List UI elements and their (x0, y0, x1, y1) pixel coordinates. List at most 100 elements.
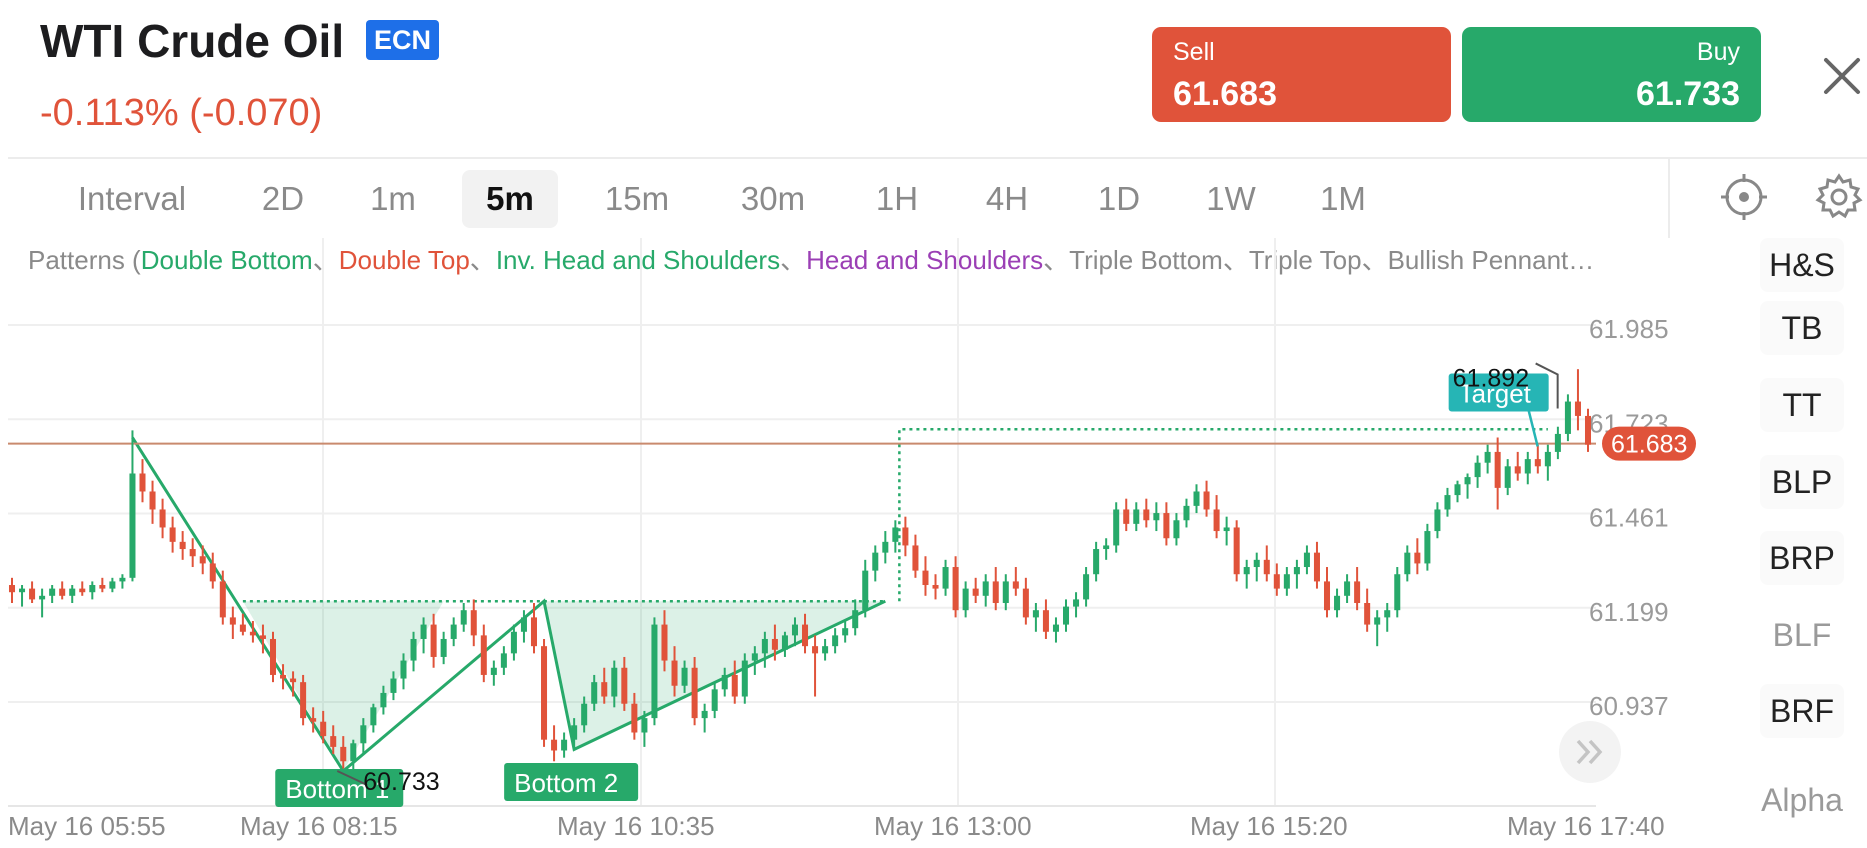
candle (571, 718, 578, 751)
candle (510, 624, 517, 661)
candle (561, 732, 568, 758)
interval-tab-1m[interactable]: 1m (370, 180, 416, 217)
double-bottom-fill-left (242, 601, 444, 771)
candle (1504, 459, 1511, 496)
pattern-legend-item[interactable]: Triple Bottom (1069, 245, 1223, 275)
candle-body (290, 678, 297, 683)
candle-body (761, 638, 768, 654)
candle (822, 638, 829, 661)
candle-body (129, 473, 136, 578)
candle-body (1454, 484, 1461, 496)
candle-body (310, 718, 317, 722)
candle (1564, 394, 1571, 442)
patterns-prefix: Patterns ( (28, 245, 141, 275)
sidebar-item-blp[interactable]: BLP (1760, 455, 1844, 509)
candle (862, 559, 869, 618)
interval-tab-2d[interactable]: 2D (261, 180, 305, 217)
interval-tab-15m[interactable]: 15m (604, 180, 670, 217)
candle (310, 707, 317, 733)
pattern-legend-item[interactable]: Double Top (338, 245, 470, 275)
candle-body (330, 736, 337, 747)
candle-body (1183, 505, 1190, 521)
candle-body (340, 746, 347, 762)
pattern-legend-item[interactable]: Inv. Head and Shoulders (495, 245, 781, 275)
interval-tab-30m[interactable]: 30m (740, 180, 806, 217)
current-price-tag-label: 61.683 (1611, 431, 1687, 459)
candle (300, 674, 307, 726)
candle-body (1303, 552, 1310, 568)
candle (8, 577, 16, 604)
candle (1444, 487, 1451, 517)
sidebar-item-tb[interactable]: TB (1760, 301, 1844, 355)
candle (731, 660, 738, 704)
candle-body (1083, 574, 1090, 600)
pattern-legend-item[interactable]: Double Bottom (140, 245, 313, 275)
candle-body (520, 617, 527, 632)
sidebar-item-hands[interactable]: H&S (1760, 238, 1844, 292)
interval-tab-1d[interactable]: 1D (1097, 180, 1141, 217)
candle-body (581, 703, 588, 726)
candle-body (79, 588, 86, 593)
candle-body (1293, 567, 1300, 575)
instrument-title: WTI Crude Oil (40, 15, 345, 67)
target-value-label: 61.892 (1453, 364, 1529, 392)
candle-body (119, 577, 126, 582)
candle-body (942, 567, 949, 589)
candle (259, 624, 266, 654)
candle (350, 739, 357, 773)
candle (781, 631, 788, 657)
sidebar-item-tt[interactable]: TT (1760, 378, 1844, 432)
x-tick-label: May 16 13:00 (874, 811, 1032, 841)
candle-body (109, 581, 116, 589)
candle (761, 631, 768, 668)
close-icon[interactable] (1820, 54, 1864, 98)
candle-body (480, 635, 487, 675)
candle-body (1384, 610, 1391, 618)
interval-tab-4h[interactable]: 4H (985, 180, 1029, 217)
sidebar-item-alpha[interactable]: Alpha (1761, 782, 1843, 818)
interval-tab-5m[interactable]: 5m (462, 170, 558, 228)
candle-body (1404, 552, 1411, 575)
candle-body (1544, 451, 1551, 467)
candle (1344, 574, 1351, 604)
candle (39, 588, 46, 618)
candle-body (320, 721, 327, 737)
crosshair-target-icon[interactable] (1719, 172, 1769, 222)
ecn-badge: ECN (366, 20, 440, 60)
candle-body (269, 638, 277, 675)
candle (420, 617, 427, 654)
gear-icon[interactable] (1814, 172, 1864, 222)
sidebar-item-brf[interactable]: BRF (1760, 684, 1844, 738)
candle (290, 671, 297, 697)
pattern-legend-item[interactable]: Triple Top (1248, 245, 1362, 275)
sell-button[interactable]: Sell 61.683 (1152, 27, 1451, 122)
candle (611, 660, 618, 708)
candle-body (189, 549, 196, 557)
sidebar-item-blf[interactable]: BLF (1772, 617, 1832, 653)
header-divider (8, 157, 1867, 159)
pattern-separator: 、 (1043, 245, 1070, 275)
candle (1323, 567, 1331, 618)
pattern-legend-item[interactable]: Head and Shoulders (806, 245, 1044, 275)
candle-body (1143, 509, 1150, 521)
candle (229, 606, 236, 639)
sidebar-item-brp[interactable]: BRP (1760, 531, 1844, 585)
y-tick-label: 61.199 (1589, 597, 1669, 627)
interval-tab-1m[interactable]: 1M (1320, 180, 1366, 217)
patterns-legend[interactable]: Patterns (Double Bottom 、 Double Top 、 Inv. … (28, 240, 1698, 277)
buy-button[interactable]: Buy 61.733 (1462, 27, 1761, 122)
interval-tab-1h[interactable]: 1H (875, 180, 919, 217)
candle (169, 516, 176, 553)
interval-tab-1w[interactable]: 1W (1206, 180, 1256, 217)
candle (1384, 603, 1391, 632)
x-tick-label: May 16 05:55 (8, 811, 166, 841)
candle (1263, 545, 1270, 582)
candle (1273, 563, 1280, 596)
pattern-separator: 、 (1361, 245, 1388, 275)
candle-body (1032, 610, 1039, 618)
candle (1554, 426, 1561, 460)
interval-tab-interval[interactable]: Interval (77, 180, 187, 217)
pattern-legend-item[interactable]: Bullish Pennant… (1387, 245, 1595, 275)
candle (500, 646, 507, 675)
